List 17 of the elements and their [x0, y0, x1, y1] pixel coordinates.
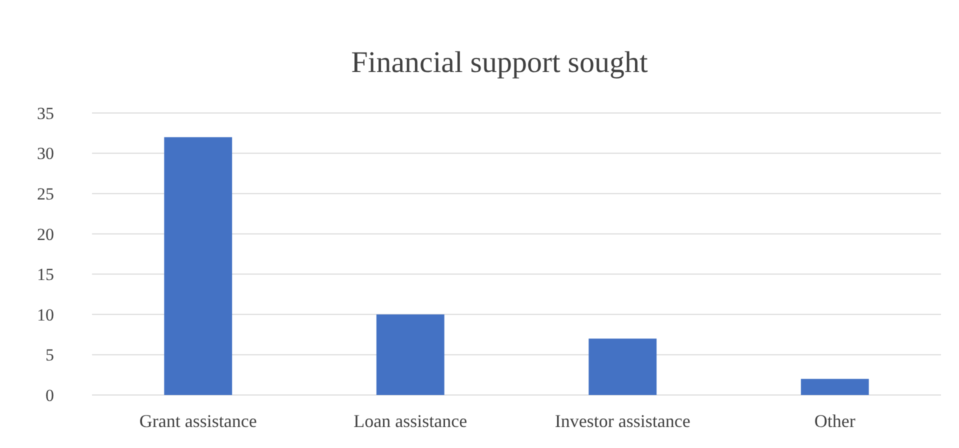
y-tick-label: 30 — [37, 144, 54, 164]
y-tick-label: 35 — [37, 104, 54, 123]
bar — [376, 314, 444, 395]
y-tick-label: 0 — [46, 386, 54, 405]
y-tick-label: 10 — [37, 305, 54, 324]
x-tick-label: Investor assistance — [554, 411, 690, 431]
x-tick-label: Loan assistance — [354, 411, 468, 431]
bar — [588, 338, 657, 395]
bar — [164, 137, 232, 395]
chart-title: Financial support sought — [351, 46, 648, 79]
y-tick-label: 20 — [37, 224, 54, 244]
bar — [800, 378, 869, 395]
x-tick-label: Grant assistance — [139, 411, 257, 431]
y-tick-label: 5 — [46, 346, 54, 365]
x-tick-label: Other — [814, 411, 856, 431]
y-tick-label: 25 — [37, 184, 54, 204]
y-tick-label: 15 — [37, 265, 54, 284]
